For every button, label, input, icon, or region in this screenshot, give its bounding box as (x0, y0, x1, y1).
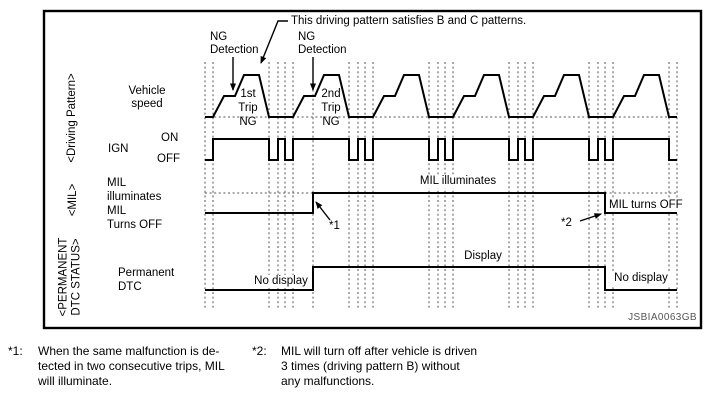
label-line: 1st (240, 88, 256, 100)
dtc-no-display-left-label: No display (252, 275, 310, 288)
label-line: tected in two consecutive trips, MIL (38, 359, 225, 373)
row-label-permanent-dtc: Permanent DTC (118, 266, 174, 294)
label-line: Trip (238, 102, 258, 114)
note-leader-arrow (260, 20, 288, 64)
ref2-marker: *2 (561, 217, 572, 229)
ign-on-label: ON (161, 132, 179, 144)
label-line: When the same malfunction is de- (38, 344, 220, 358)
label-line: illuminates (107, 191, 162, 203)
figure-border (42, 9, 703, 330)
label-line: 2nd (321, 88, 341, 100)
label-line: <PERMANENT (57, 237, 70, 317)
ref2-arrow (579, 213, 602, 222)
label-line: DTC STATUS> (70, 238, 82, 316)
footnote1-ref: *1: (8, 344, 23, 358)
row-label-ign: IGN (108, 143, 129, 155)
label-line: MIL (107, 205, 127, 217)
label-line: any malfunctions. (281, 374, 375, 388)
ign-off-label: OFF (157, 153, 180, 165)
label-line: NG (210, 31, 228, 43)
label-line: 3 times (driving pattern B) without (281, 359, 460, 373)
top-note: This driving pattern satisfies B and C p… (291, 15, 527, 27)
ign-trace (205, 138, 677, 161)
label-line: Turns OFF (107, 219, 163, 231)
label-line: DTC (118, 281, 142, 293)
section-label-mil: <MIL> (66, 183, 79, 217)
label-line: speed (131, 98, 163, 110)
dtc-display-label: Display (462, 250, 504, 263)
trip2-label: 2nd Trip NG (321, 87, 340, 129)
label-line: MIL (107, 177, 127, 189)
section-label-permanent-dtc: <PERMANENT DTC STATUS> (58, 238, 83, 317)
mil-turns-off-label: MIL turns OFF (607, 199, 685, 212)
label-line: NG (239, 116, 257, 128)
label-line: Trip (321, 102, 341, 114)
label-line: NG (298, 31, 316, 43)
footnote2-text: MIL will turn off after vehicle is drive… (281, 344, 477, 389)
footnote2-ref: *2: (252, 344, 267, 358)
mil-illuminates-label: MIL illuminates (417, 175, 499, 188)
mil-trace (205, 192, 677, 214)
footnote1-text: When the same malfunction is de- tected … (38, 344, 225, 389)
dtc-no-display-right-label: No display (612, 272, 670, 285)
label-line: Permanent (118, 267, 175, 279)
ng-detection-label-2: NG Detection (298, 31, 347, 57)
label-line: Detection (210, 44, 259, 56)
ref1-arrow (315, 201, 331, 221)
label-line: MIL will turn off after vehicle is drive… (281, 344, 478, 358)
label-line: will illuminate. (38, 374, 113, 388)
section-label-driving-pattern: <Driving Pattern> (65, 73, 78, 163)
label-line: Detection (298, 44, 347, 56)
figure-code: JSBIA0063GB (628, 312, 697, 323)
ng-detection-label-1: NG Detection (210, 31, 259, 57)
vehicle-speed-trace (205, 74, 677, 118)
row-label-mil: MIL illuminates MIL Turns OFF (107, 176, 162, 232)
row-label-vehicle-speed: Vehicle speed (128, 85, 165, 111)
permanent-dtc-trace (205, 266, 677, 291)
label-line: NG (322, 116, 340, 128)
ref1-marker: *1 (329, 220, 340, 232)
label-line: Vehicle (128, 85, 166, 97)
trip1-label: 1st Trip NG (238, 87, 257, 129)
